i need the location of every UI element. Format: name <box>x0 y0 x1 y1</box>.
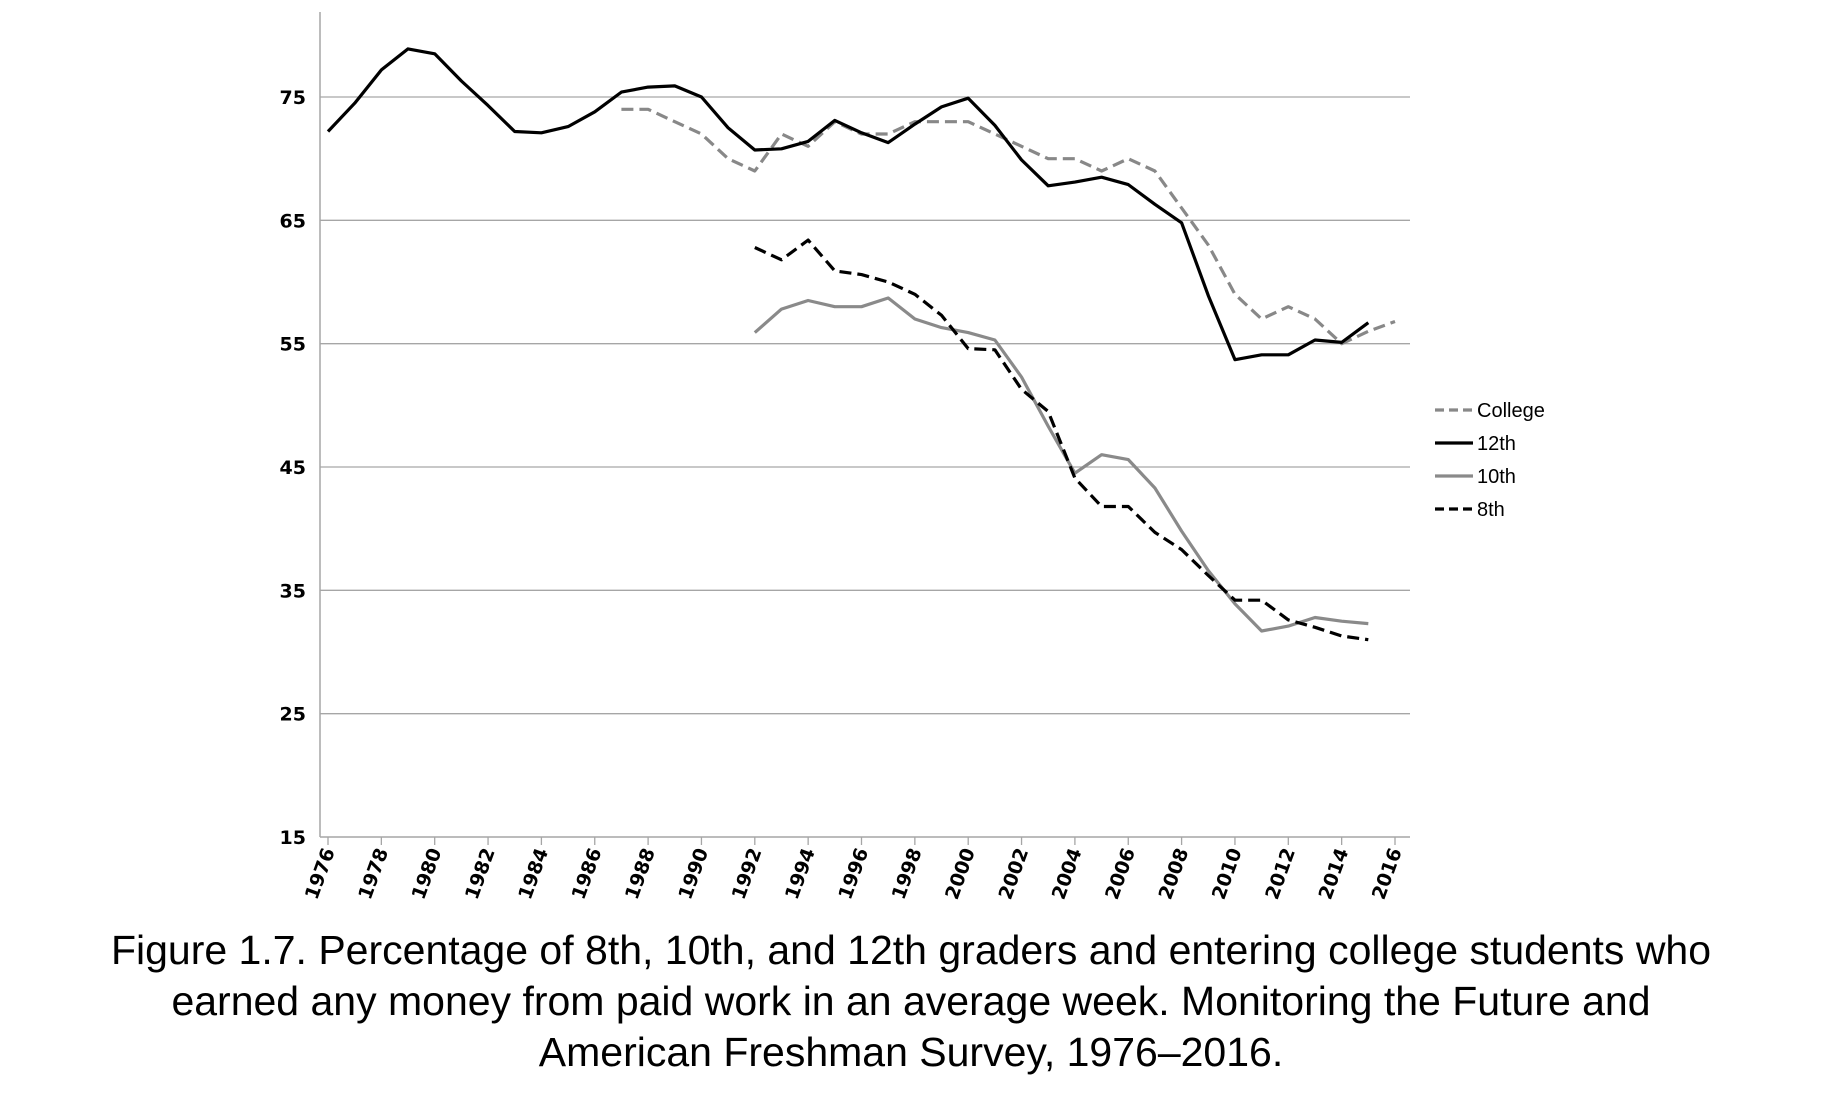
legend: College 12th 10th 8th <box>1435 400 1545 521</box>
legend-label: College <box>1477 400 1545 422</box>
x-tick-label: 1994 <box>781 845 820 902</box>
y-tick-label: 35 <box>280 580 306 602</box>
x-tick-labels: 1976 1978 1980 1982 1984 1986 1988 1990 1992 1994… <box>301 845 1407 902</box>
x-tick-label: 1986 <box>568 845 607 902</box>
x-tick-label: 2016 <box>1368 845 1407 902</box>
legend-label: 10th <box>1477 466 1516 488</box>
legend-label: 8th <box>1477 499 1505 521</box>
x-tick-label: 1992 <box>728 845 767 902</box>
y-tick-labels: 15 25 35 45 55 65 75 <box>280 87 306 849</box>
x-tick-label: 2012 <box>1261 845 1300 902</box>
x-tick-label: 2010 <box>1208 845 1247 902</box>
caption-line-2: earned any money from paid work in an av… <box>171 978 1651 1024</box>
series-line-10th <box>753 296 1369 633</box>
x-tick-label: 1976 <box>301 845 340 902</box>
x-tick-label: 1982 <box>461 845 500 902</box>
x-tick-label: 1980 <box>408 845 447 902</box>
x-tick-label: 1998 <box>888 845 927 902</box>
x-tick-label: 2014 <box>1315 845 1354 902</box>
series-line-college <box>621 107 1396 346</box>
series-line-12th <box>326 47 1370 362</box>
axes <box>319 12 1410 845</box>
series-lines <box>326 47 1396 642</box>
gridlines <box>320 96 1410 715</box>
series-line-8th <box>754 238 1369 642</box>
legend-label: 12th <box>1477 433 1516 455</box>
x-tick-label: 2002 <box>994 845 1033 902</box>
x-tick-label: 2008 <box>1155 845 1194 902</box>
x-tick-label: 2000 <box>941 845 980 902</box>
x-tick-label: 1996 <box>834 845 873 902</box>
x-tick-label: 2006 <box>1101 845 1140 902</box>
figure-caption: Figure 1.7. Percentage of 8th, 10th, and… <box>0 925 1822 1078</box>
y-tick-label: 45 <box>280 457 306 479</box>
caption-line-1: Figure 1.7. Percentage of 8th, 10th, and… <box>110 927 1712 973</box>
y-tick-label: 65 <box>280 210 306 232</box>
x-tick-label: 2004 <box>1048 845 1087 902</box>
x-tick-label: 1990 <box>674 845 713 902</box>
x-tick-label: 1984 <box>514 845 553 902</box>
y-tick-label: 75 <box>280 87 306 109</box>
caption-line-3: American Freshman Survey, 1976–2016. <box>538 1029 1284 1075</box>
y-tick-label: 55 <box>280 334 306 356</box>
y-tick-label: 25 <box>280 704 306 726</box>
x-tick-label: 1988 <box>621 845 660 902</box>
y-tick-label: 15 <box>280 827 306 849</box>
x-tick-label: 1978 <box>354 845 393 902</box>
